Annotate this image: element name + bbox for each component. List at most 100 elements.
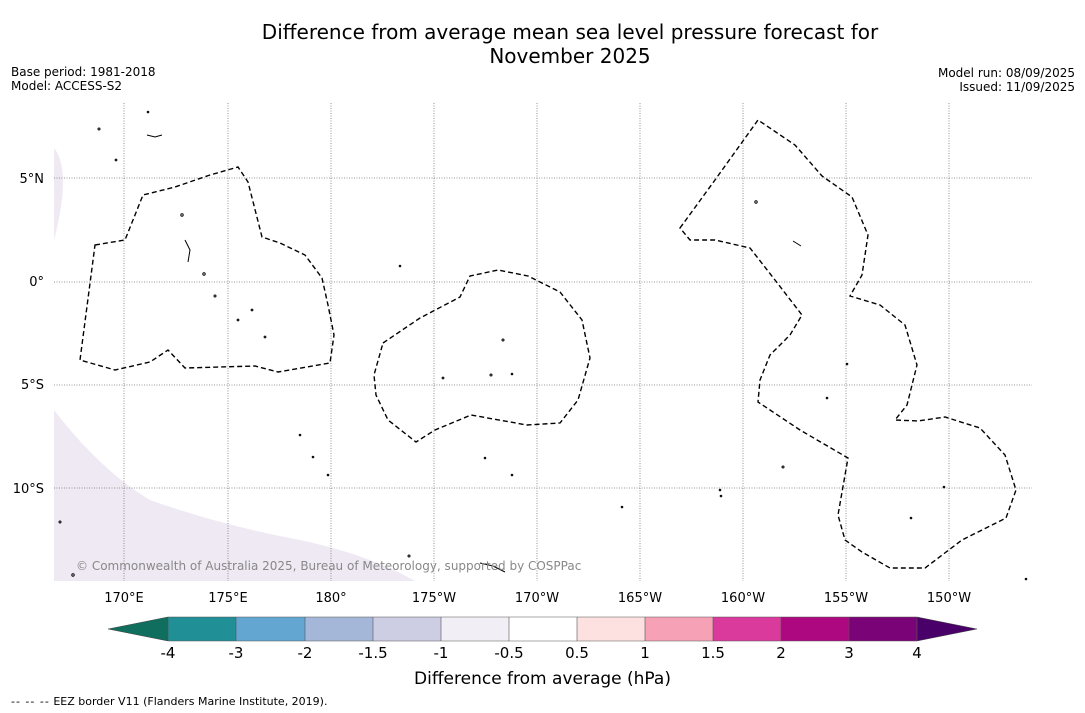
island <box>407 554 411 558</box>
island <box>326 473 330 477</box>
island <box>620 505 624 509</box>
island <box>501 338 505 342</box>
colorbar-segment <box>168 617 236 641</box>
map-area <box>54 103 1032 581</box>
island <box>263 335 267 339</box>
lon-label-160w: 160°W <box>721 591 765 606</box>
island <box>754 200 758 204</box>
lon-label-150w: 150°W <box>927 591 971 606</box>
eez-dash-symbol: -- -- -- <box>11 695 50 708</box>
lat-label-0: 0° <box>29 275 44 290</box>
colorbar-tick: -1 <box>434 644 449 662</box>
island <box>845 362 849 366</box>
base-period: Base period: 1981-2018 <box>11 65 156 79</box>
eez-legend-text: EEZ border V11 (Flanders Marine Institut… <box>53 695 328 708</box>
island <box>825 396 829 400</box>
island <box>213 294 217 298</box>
colorbar-label: Difference from average (hPa) <box>414 669 671 689</box>
island <box>180 213 184 217</box>
colorbar-tick: 4 <box>912 644 922 662</box>
island <box>114 158 118 162</box>
colorbar-tick: -2 <box>298 644 313 662</box>
island <box>71 573 75 577</box>
model-run: Model run: 08/09/2025 <box>937 66 1075 80</box>
colorbar-segment <box>713 617 781 641</box>
colorbar-extend-high <box>916 616 978 642</box>
map-title: Difference from average mean sea level p… <box>0 20 1085 68</box>
island <box>146 134 163 138</box>
island <box>250 308 254 312</box>
island <box>202 272 206 276</box>
title-line-2: November 2025 <box>489 44 651 68</box>
lat-labels: 5°N 0° 5°S 10°S <box>13 172 44 497</box>
island <box>398 264 402 268</box>
island <box>97 127 101 131</box>
eez-border-phoenix <box>373 269 591 443</box>
colorbar-segment <box>373 617 441 641</box>
shaded-region-south <box>54 410 415 581</box>
anomaly-shading <box>54 148 415 581</box>
island <box>236 318 240 322</box>
colorbar-tick: 2 <box>776 644 786 662</box>
model-name: Model: ACCESS-S2 <box>11 79 123 93</box>
copyright-text: © Commonwealth of Australia 2025, Bureau… <box>76 559 581 573</box>
island <box>298 433 302 437</box>
island <box>146 110 150 114</box>
colorbar-tick: -4 <box>161 644 176 662</box>
colorbar-tick: -3 <box>229 644 244 662</box>
lon-labels: 170°E 175°E 180° 175°W 170°W 165°W 160°W… <box>104 591 971 606</box>
colorbar-segment <box>236 617 305 641</box>
colorbar-tick: -1.5 <box>358 644 387 662</box>
lon-label-155w: 155°W <box>824 591 868 606</box>
lon-label-165w: 165°W <box>618 591 662 606</box>
colorbar <box>107 616 978 642</box>
island <box>909 516 913 520</box>
eez-border-line-islands <box>679 119 1017 569</box>
lon-label-170w: 170°W <box>515 591 559 606</box>
colorbar-segment <box>305 617 373 641</box>
lon-label-170e: 170°E <box>104 591 144 606</box>
meta-left: Base period: 1981-2018 Model: ACCESS-S2 <box>11 65 156 93</box>
lon-label-180: 180° <box>315 591 346 606</box>
island <box>718 488 722 492</box>
eez-border-kiribati-gilbert <box>79 166 335 373</box>
island <box>58 520 62 524</box>
graticule <box>54 103 1032 581</box>
colorbar-segment <box>509 617 577 641</box>
colorbar-tick: -0.5 <box>494 644 523 662</box>
island <box>1024 577 1028 581</box>
island <box>489 373 493 377</box>
colorbar-segment <box>577 617 645 641</box>
islands <box>58 110 1028 581</box>
issued-date: Issued: 11/09/2025 <box>959 80 1075 94</box>
colorbar-tick: 3 <box>844 644 854 662</box>
colorbar-segment <box>781 617 849 641</box>
island <box>479 562 506 573</box>
shaded-region-north <box>54 148 63 240</box>
island <box>184 239 191 263</box>
island <box>781 465 785 469</box>
island <box>483 456 487 460</box>
title-line-1: Difference from average mean sea level p… <box>261 20 879 44</box>
footer-legend: -- -- -- EEZ border V11 (Flanders Marine… <box>11 695 327 708</box>
island <box>942 485 946 489</box>
eez-borders <box>79 119 1017 569</box>
colorbar-segment <box>849 617 917 641</box>
lat-label-5n: 5°N <box>20 172 45 187</box>
colorbar-tick: 1.5 <box>701 644 725 662</box>
island <box>792 240 802 247</box>
colorbar-segment <box>645 617 713 641</box>
island <box>719 494 723 498</box>
lat-label-5s: 5°S <box>21 378 44 393</box>
island <box>441 376 445 380</box>
meta-right: Model run: 08/09/2025 Issued: 11/09/2025 <box>938 66 1075 94</box>
colorbar-ticks: -4 -3 -2 -1.5 -1 -0.5 0.5 1 1.5 2 3 4 <box>161 644 922 662</box>
lon-label-175e: 175°E <box>208 591 248 606</box>
colorbar-segment <box>441 617 509 641</box>
island <box>311 455 315 459</box>
colorbar-tick: 1 <box>640 644 650 662</box>
island <box>510 473 514 477</box>
lon-label-175w: 175°W <box>412 591 456 606</box>
colorbar-tick: 0.5 <box>565 644 589 662</box>
